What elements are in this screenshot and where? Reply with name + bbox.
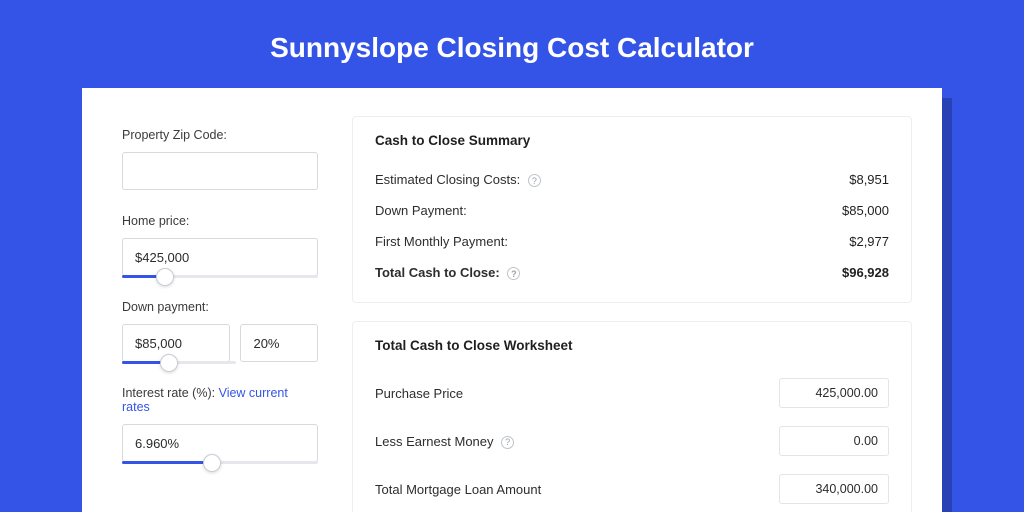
interest-rate-slider-group	[122, 424, 318, 462]
interest-rate-field: Interest rate (%): View current rates	[122, 386, 318, 462]
down-payment-field: Down payment:	[122, 300, 318, 362]
summary-label: Total Cash to Close: ?	[375, 265, 520, 280]
down-payment-slider-thumb[interactable]	[160, 354, 178, 372]
interest-rate-label: Interest rate (%): View current rates	[122, 386, 318, 414]
worksheet-title: Total Cash to Close Worksheet	[375, 338, 889, 353]
summary-label-text: Estimated Closing Costs:	[375, 172, 520, 187]
summary-label: Estimated Closing Costs: ?	[375, 172, 541, 187]
summary-title: Cash to Close Summary	[375, 133, 889, 148]
summary-row-total: Total Cash to Close: ? $96,928	[375, 257, 889, 288]
summary-card: Cash to Close Summary Estimated Closing …	[352, 116, 912, 303]
summary-value: $8,951	[849, 172, 889, 187]
worksheet-input-mortgage-amount[interactable]	[779, 474, 889, 504]
zip-field: Property Zip Code:	[122, 128, 318, 190]
worksheet-input-earnest-money[interactable]	[779, 426, 889, 456]
interest-rate-slider-fill	[122, 461, 212, 464]
summary-value: $85,000	[842, 203, 889, 218]
home-price-label: Home price:	[122, 214, 318, 228]
zip-label: Property Zip Code:	[122, 128, 318, 142]
worksheet-row-earnest-money: Less Earnest Money ?	[375, 417, 889, 465]
help-icon[interactable]: ?	[507, 267, 520, 280]
interest-rate-slider-thumb[interactable]	[203, 454, 221, 472]
worksheet-row-purchase-price: Purchase Price	[375, 369, 889, 417]
worksheet-row-mortgage-amount: Total Mortgage Loan Amount	[375, 465, 889, 512]
calculator-card: Property Zip Code: Home price: Down paym…	[82, 88, 942, 512]
summary-value: $2,977	[849, 234, 889, 249]
summary-row-down-payment: Down Payment: $85,000	[375, 195, 889, 226]
help-icon[interactable]: ?	[528, 174, 541, 187]
home-price-slider-thumb[interactable]	[156, 268, 174, 286]
summary-row-first-payment: First Monthly Payment: $2,977	[375, 226, 889, 257]
worksheet-card: Total Cash to Close Worksheet Purchase P…	[352, 321, 912, 512]
worksheet-label-text: Less Earnest Money	[375, 434, 494, 449]
interest-rate-input[interactable]	[122, 424, 318, 462]
down-payment-input[interactable]	[122, 324, 230, 362]
summary-label-text: Total Cash to Close:	[375, 265, 500, 280]
home-price-input[interactable]	[122, 238, 318, 276]
zip-input[interactable]	[122, 152, 318, 190]
summary-row-closing-costs: Estimated Closing Costs: ? $8,951	[375, 164, 889, 195]
worksheet-label: Less Earnest Money ?	[375, 434, 514, 449]
worksheet-input-purchase-price[interactable]	[779, 378, 889, 408]
down-payment-pct-input[interactable]	[240, 324, 318, 362]
results-column: Cash to Close Summary Estimated Closing …	[342, 116, 942, 512]
summary-label: First Monthly Payment:	[375, 234, 508, 249]
summary-label: Down Payment:	[375, 203, 467, 218]
down-payment-slider-group	[122, 324, 318, 362]
interest-rate-label-text: Interest rate (%):	[122, 386, 215, 400]
worksheet-label: Purchase Price	[375, 386, 463, 401]
home-price-slider-group	[122, 238, 318, 276]
worksheet-label: Total Mortgage Loan Amount	[375, 482, 541, 497]
page-title: Sunnyslope Closing Cost Calculator	[0, 0, 1024, 88]
home-price-field: Home price:	[122, 214, 318, 276]
summary-value: $96,928	[842, 265, 889, 280]
inputs-column: Property Zip Code: Home price: Down paym…	[82, 116, 342, 512]
down-payment-label: Down payment:	[122, 300, 318, 314]
help-icon[interactable]: ?	[501, 436, 514, 449]
